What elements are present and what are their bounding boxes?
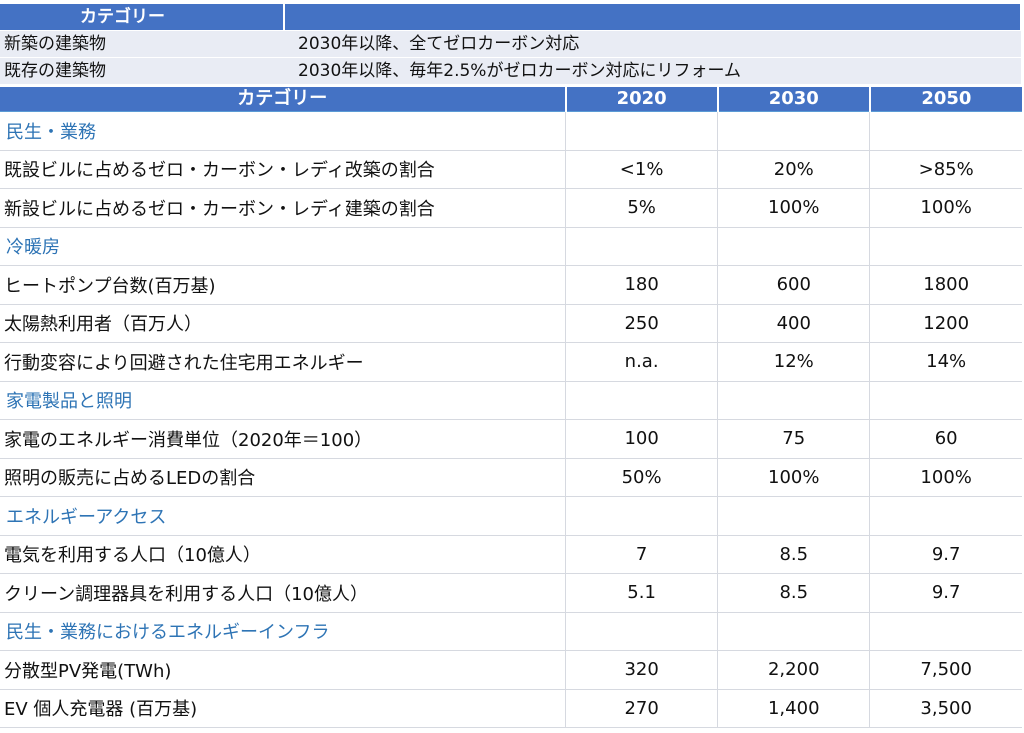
table-row: 既設ビルに占めるゼロ・カーボン・レディ改築の割合 <1% 20% >85% [0, 150, 1022, 189]
row-label: 家電のエネルギー消費単位（2020年＝100） [0, 419, 566, 459]
row-label: EV 個人充電器 (百万基) [0, 689, 566, 728]
section-row: 冷暖房 [0, 226, 1022, 266]
value-2020: n.a. [565, 342, 718, 382]
policy-row-label: 新築の建築物 [0, 30, 284, 58]
table-row: 行動変容により回避された住宅用エネルギー n.a. 12% 14% [0, 342, 1022, 382]
row-label: 新設ビルに占めるゼロ・カーボン・レディ建築の割合 [0, 188, 566, 228]
value-2020: 7 [565, 535, 718, 574]
section-empty-cell [717, 496, 870, 536]
value-2050: 9.7 [869, 535, 1022, 574]
section-empty-cell [869, 611, 1022, 651]
table-row: EV 個人充電器 (百万基) 270 1,400 3,500 [0, 689, 1022, 728]
section-empty-cell [717, 111, 870, 151]
section-title: エネルギーアクセス [0, 496, 566, 536]
section-empty-cell [565, 111, 718, 151]
value-2020: 270 [565, 689, 718, 728]
section-empty-cell [565, 226, 718, 266]
policy-table-header: カテゴリー [0, 4, 1022, 31]
section-empty-cell [565, 496, 718, 536]
table-row: 照明の販売に占めるLEDの割合 50% 100% 100% [0, 458, 1022, 497]
row-label: ヒートポンプ台数(百万基) [0, 265, 566, 305]
value-2050: 9.7 [869, 573, 1022, 613]
value-2050: >85% [869, 150, 1022, 189]
section-empty-cell [869, 226, 1022, 266]
section-title: 民生・業務におけるエネルギーインフラ [0, 611, 566, 651]
section-empty-cell [717, 380, 870, 420]
milestones-header-row: カテゴリー 2020 2030 2050 [0, 87, 1022, 112]
section-empty-cell [869, 111, 1022, 151]
value-2020: 250 [565, 304, 718, 343]
policy-header-blank [284, 4, 1022, 31]
value-2030: 12% [717, 342, 870, 382]
column-header-category: カテゴリー [0, 87, 567, 112]
policy-row: 既存の建築物 2030年以降、毎年2.5%がゼロカーボン対応にリフォーム [0, 57, 1021, 85]
table-row: ヒートポンプ台数(百万基) 180 600 1800 [0, 265, 1022, 305]
value-2030: 1,400 [717, 689, 870, 728]
section-title: 冷暖房 [0, 226, 566, 266]
value-2020: 320 [565, 650, 718, 690]
table-row: 太陽熱利用者（百万人） 250 400 1200 [0, 304, 1022, 343]
section-title: 家電製品と照明 [0, 380, 566, 420]
value-2030: 8.5 [717, 535, 870, 574]
row-label: 太陽熱利用者（百万人） [0, 304, 566, 343]
row-label: 行動変容により回避された住宅用エネルギー [0, 342, 566, 382]
value-2020: 50% [565, 458, 718, 497]
section-empty-cell [869, 380, 1022, 420]
row-label: 照明の販売に占めるLEDの割合 [0, 458, 566, 497]
table-row: 新設ビルに占めるゼロ・カーボン・レディ建築の割合 5% 100% 100% [0, 188, 1022, 228]
section-empty-cell [717, 611, 870, 651]
policy-row: 新築の建築物 2030年以降、全てゼロカーボン対応 [0, 30, 1021, 58]
value-2030: 100% [717, 188, 870, 228]
value-2050: 60 [869, 419, 1022, 459]
section-title: 民生・業務 [0, 111, 566, 151]
value-2020: 100 [565, 419, 718, 459]
value-2030: 75 [717, 419, 870, 459]
value-2020: <1% [565, 150, 718, 189]
table-row: 家電のエネルギー消費単位（2020年＝100） 100 75 60 [0, 419, 1022, 459]
section-row: 民生・業務におけるエネルギーインフラ [0, 611, 1022, 651]
table-row: 分散型PV発電(TWh) 320 2,200 7,500 [0, 650, 1022, 690]
section-row: エネルギーアクセス [0, 496, 1022, 536]
column-header-2030: 2030 [717, 87, 871, 112]
value-2050: 1800 [869, 265, 1022, 305]
section-empty-cell [565, 611, 718, 651]
milestones-table: カテゴリー 2020 2030 2050 民生・業務 既設ビルに占めるゼロ・カーボ… [0, 87, 1022, 728]
policy-row-label: 既存の建築物 [0, 57, 284, 85]
row-label: 既設ビルに占めるゼロ・カーボン・レディ改築の割合 [0, 150, 566, 189]
value-2020: 180 [565, 265, 718, 305]
section-empty-cell [717, 226, 870, 266]
section-row: 民生・業務 [0, 111, 1022, 151]
value-2050: 7,500 [869, 650, 1022, 690]
section-empty-cell [869, 496, 1022, 536]
section-row: 家電製品と照明 [0, 380, 1022, 420]
value-2030: 20% [717, 150, 870, 189]
value-2050: 3,500 [869, 689, 1022, 728]
milestones-body: 民生・業務 既設ビルに占めるゼロ・カーボン・レディ改築の割合 <1% 20% >85% 新… [0, 111, 1022, 728]
value-2030: 600 [717, 265, 870, 305]
value-2050: 14% [869, 342, 1022, 382]
value-2030: 2,200 [717, 650, 870, 690]
value-2050: 1200 [869, 304, 1022, 343]
column-header-2020: 2020 [565, 87, 719, 112]
row-label: 電気を利用する人口（10億人） [0, 535, 566, 574]
value-2020: 5% [565, 188, 718, 228]
policy-header-label: カテゴリー [0, 4, 285, 31]
policy-row-value: 2030年以降、全てゼロカーボン対応 [284, 30, 1021, 58]
document: カテゴリー 新築の建築物 2030年以降、全てゼロカーボン対応 既存の建築物 2… [0, 4, 1022, 728]
column-header-2050: 2050 [869, 87, 1022, 112]
value-2050: 100% [869, 458, 1022, 497]
table-row: クリーン調理器具を利用する人口（10億人） 5.1 8.5 9.7 [0, 573, 1022, 613]
section-empty-cell [565, 380, 718, 420]
policy-table: カテゴリー 新築の建築物 2030年以降、全てゼロカーボン対応 既存の建築物 2… [0, 4, 1022, 85]
value-2050: 100% [869, 188, 1022, 228]
policy-row-value: 2030年以降、毎年2.5%がゼロカーボン対応にリフォーム [284, 57, 1021, 85]
value-2030: 400 [717, 304, 870, 343]
value-2030: 100% [717, 458, 870, 497]
value-2030: 8.5 [717, 573, 870, 613]
row-label: 分散型PV発電(TWh) [0, 650, 566, 690]
row-label: クリーン調理器具を利用する人口（10億人） [0, 573, 566, 613]
value-2020: 5.1 [565, 573, 718, 613]
table-row: 電気を利用する人口（10億人） 7 8.5 9.7 [0, 535, 1022, 574]
